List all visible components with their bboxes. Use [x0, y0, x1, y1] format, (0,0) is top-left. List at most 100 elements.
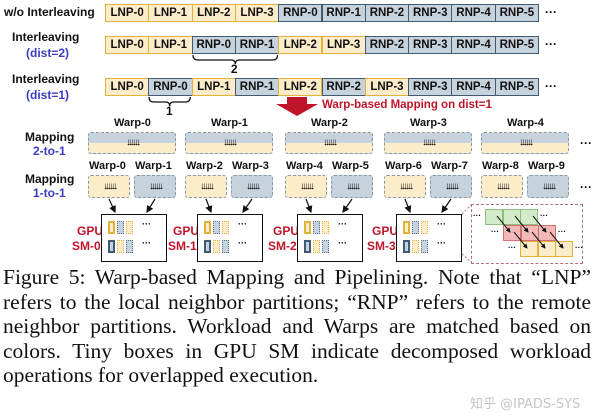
connector-arrow: [108, 198, 116, 214]
connector-arrow: [205, 198, 213, 214]
warp-box: ↓↓↓↓↓↓: [430, 175, 472, 198]
tiny-op-box: [108, 240, 115, 253]
partition-cell: RNP-5: [494, 36, 539, 54]
warp-label: Warp-5: [332, 160, 369, 172]
down-arrow-icon: [276, 97, 318, 116]
warp-label: Warp-3: [410, 117, 447, 129]
connector-arrow: [404, 198, 412, 214]
partition-cell: LNP-0: [105, 4, 150, 22]
ellipsis: ···: [545, 37, 557, 51]
tiny-op-box: [108, 221, 115, 234]
warp-label: Warp-8: [482, 160, 519, 172]
ellipsis: ···: [437, 219, 446, 229]
warp-box: ↓↓↓↓↓↓: [88, 132, 176, 154]
warp-label: Warp-1: [211, 117, 248, 129]
ellipsis: ···: [575, 243, 583, 252]
pipeline-op-box: [520, 225, 539, 241]
warp-label: Warp-4: [507, 117, 544, 129]
partition-cell: RNP-4: [451, 4, 496, 22]
tiny-op-box: [304, 221, 311, 234]
tiny-op-box: [213, 240, 220, 253]
partition-cell: RNP-2: [364, 4, 410, 22]
warp-box: ↓↓↓↓↓↓: [185, 132, 273, 154]
partition-cell: RNP-1: [234, 36, 280, 54]
brace: [148, 97, 192, 107]
gpu-label: GPU: [273, 224, 300, 238]
partition-cell: RNP-1: [234, 78, 280, 96]
ellipsis: ···: [142, 238, 151, 248]
mapping-sublabel: 2-to-1: [33, 144, 66, 158]
gpu-sm-box: ··· ···: [297, 214, 363, 262]
ellipsis: ···: [238, 238, 247, 248]
partition-cell: RNP-2: [321, 78, 366, 96]
warp-label: Warp-1: [135, 160, 172, 172]
ellipsis: ···: [338, 238, 347, 248]
tiny-op-box: [412, 221, 419, 234]
warp-box: ↓↓↓↓↓↓: [134, 175, 176, 198]
warp-box: ↓↓↓↓↓↓: [527, 175, 569, 198]
ellipsis: ···: [238, 219, 247, 229]
zoom-lines: [461, 204, 473, 264]
pipeline-op-box: [520, 241, 538, 257]
partition-cell: RNP-1: [321, 4, 366, 22]
ellipsis: ···: [491, 227, 499, 236]
thread-arrows-icon: ↓↓↓↓↓↓: [246, 180, 261, 192]
connector-arrow: [305, 198, 313, 214]
pipeline-op-box: [485, 209, 503, 225]
sm-label: SM-1: [168, 239, 197, 253]
thread-arrows-icon: ↓↓↓↓↓↓: [300, 180, 315, 192]
warp-label: Warp-2: [186, 160, 223, 172]
partition-cell: LNP-0: [105, 78, 150, 96]
thread-arrows-icon: ↓↓↓↓↓↓: [399, 180, 414, 192]
warp-box: ↓↓↓↓↓↓: [331, 175, 373, 198]
connector-arrow: [342, 198, 353, 213]
pipeline-op-box: [555, 241, 573, 257]
partition-cell: LNP-3: [234, 4, 280, 22]
partition-cell: RNP-3: [408, 78, 453, 96]
gpu-label: GPU: [77, 224, 104, 238]
tiny-op-box: [313, 240, 320, 253]
row-label: Interleaving: [12, 30, 80, 44]
thread-arrows-icon: ↓↓↓↓↓↓: [422, 137, 437, 148]
sm-label: SM-2: [268, 239, 297, 253]
tiny-op-box: [213, 221, 220, 234]
warp-box: ↓↓↓↓↓↓: [285, 132, 373, 154]
gpu-sm-box: ··· ···: [197, 214, 263, 262]
thread-arrows-icon: ↓↓↓↓↓↓: [542, 180, 557, 192]
partition-cell: LNP-2: [278, 36, 323, 54]
warp-label: Warp-0: [114, 117, 151, 129]
tiny-op-box: [126, 240, 133, 253]
thread-arrows-icon: ↓↓↓↓↓↓: [323, 137, 338, 148]
partition-cell: RNP-4: [451, 36, 496, 54]
mapping-label: Mapping: [25, 172, 75, 186]
connector-arrow: [146, 198, 156, 214]
warp-label: Warp-7: [431, 160, 468, 172]
warp-box: ↓↓↓↓↓↓: [481, 175, 523, 198]
row-sublabel: (dist=1): [26, 88, 70, 102]
tiny-op-box: [204, 221, 211, 234]
tiny-op-box: [117, 240, 124, 253]
thread-arrows-icon: ↓↓↓↓↓↓: [223, 137, 238, 148]
partition-cell: LNP-2: [278, 78, 323, 96]
partition-cell: LNP-1: [191, 78, 236, 96]
sm-label: SM-0: [72, 239, 101, 253]
pipeline-op-box: [503, 225, 521, 241]
partition-cell: LNP-0: [105, 36, 150, 54]
tiny-op-box: [204, 240, 211, 253]
row-label: w/o Interleaving: [4, 5, 95, 19]
ellipsis: ···: [558, 227, 566, 236]
brace: [191, 55, 278, 65]
partition-cell: RNP-0: [278, 4, 323, 22]
watermark: 知乎 @IPADS-SYS: [470, 397, 581, 412]
thread-arrows-icon: ↓↓↓↓↓↓: [126, 137, 141, 148]
pipeline-op-box: [538, 225, 556, 241]
warp-box: ↓↓↓↓↓↓: [231, 175, 273, 198]
partition-cell: RNP-5: [494, 4, 539, 22]
thread-arrows-icon: ↓↓↓↓↓↓: [519, 137, 534, 148]
tiny-op-box: [322, 240, 329, 253]
tiny-op-box: [421, 221, 428, 234]
brace-label: 2: [230, 62, 238, 76]
partition-cell: RNP-0: [148, 78, 193, 96]
tiny-op-box: [403, 240, 410, 253]
thread-arrows-icon: ↓↓↓↓↓↓: [346, 180, 361, 192]
